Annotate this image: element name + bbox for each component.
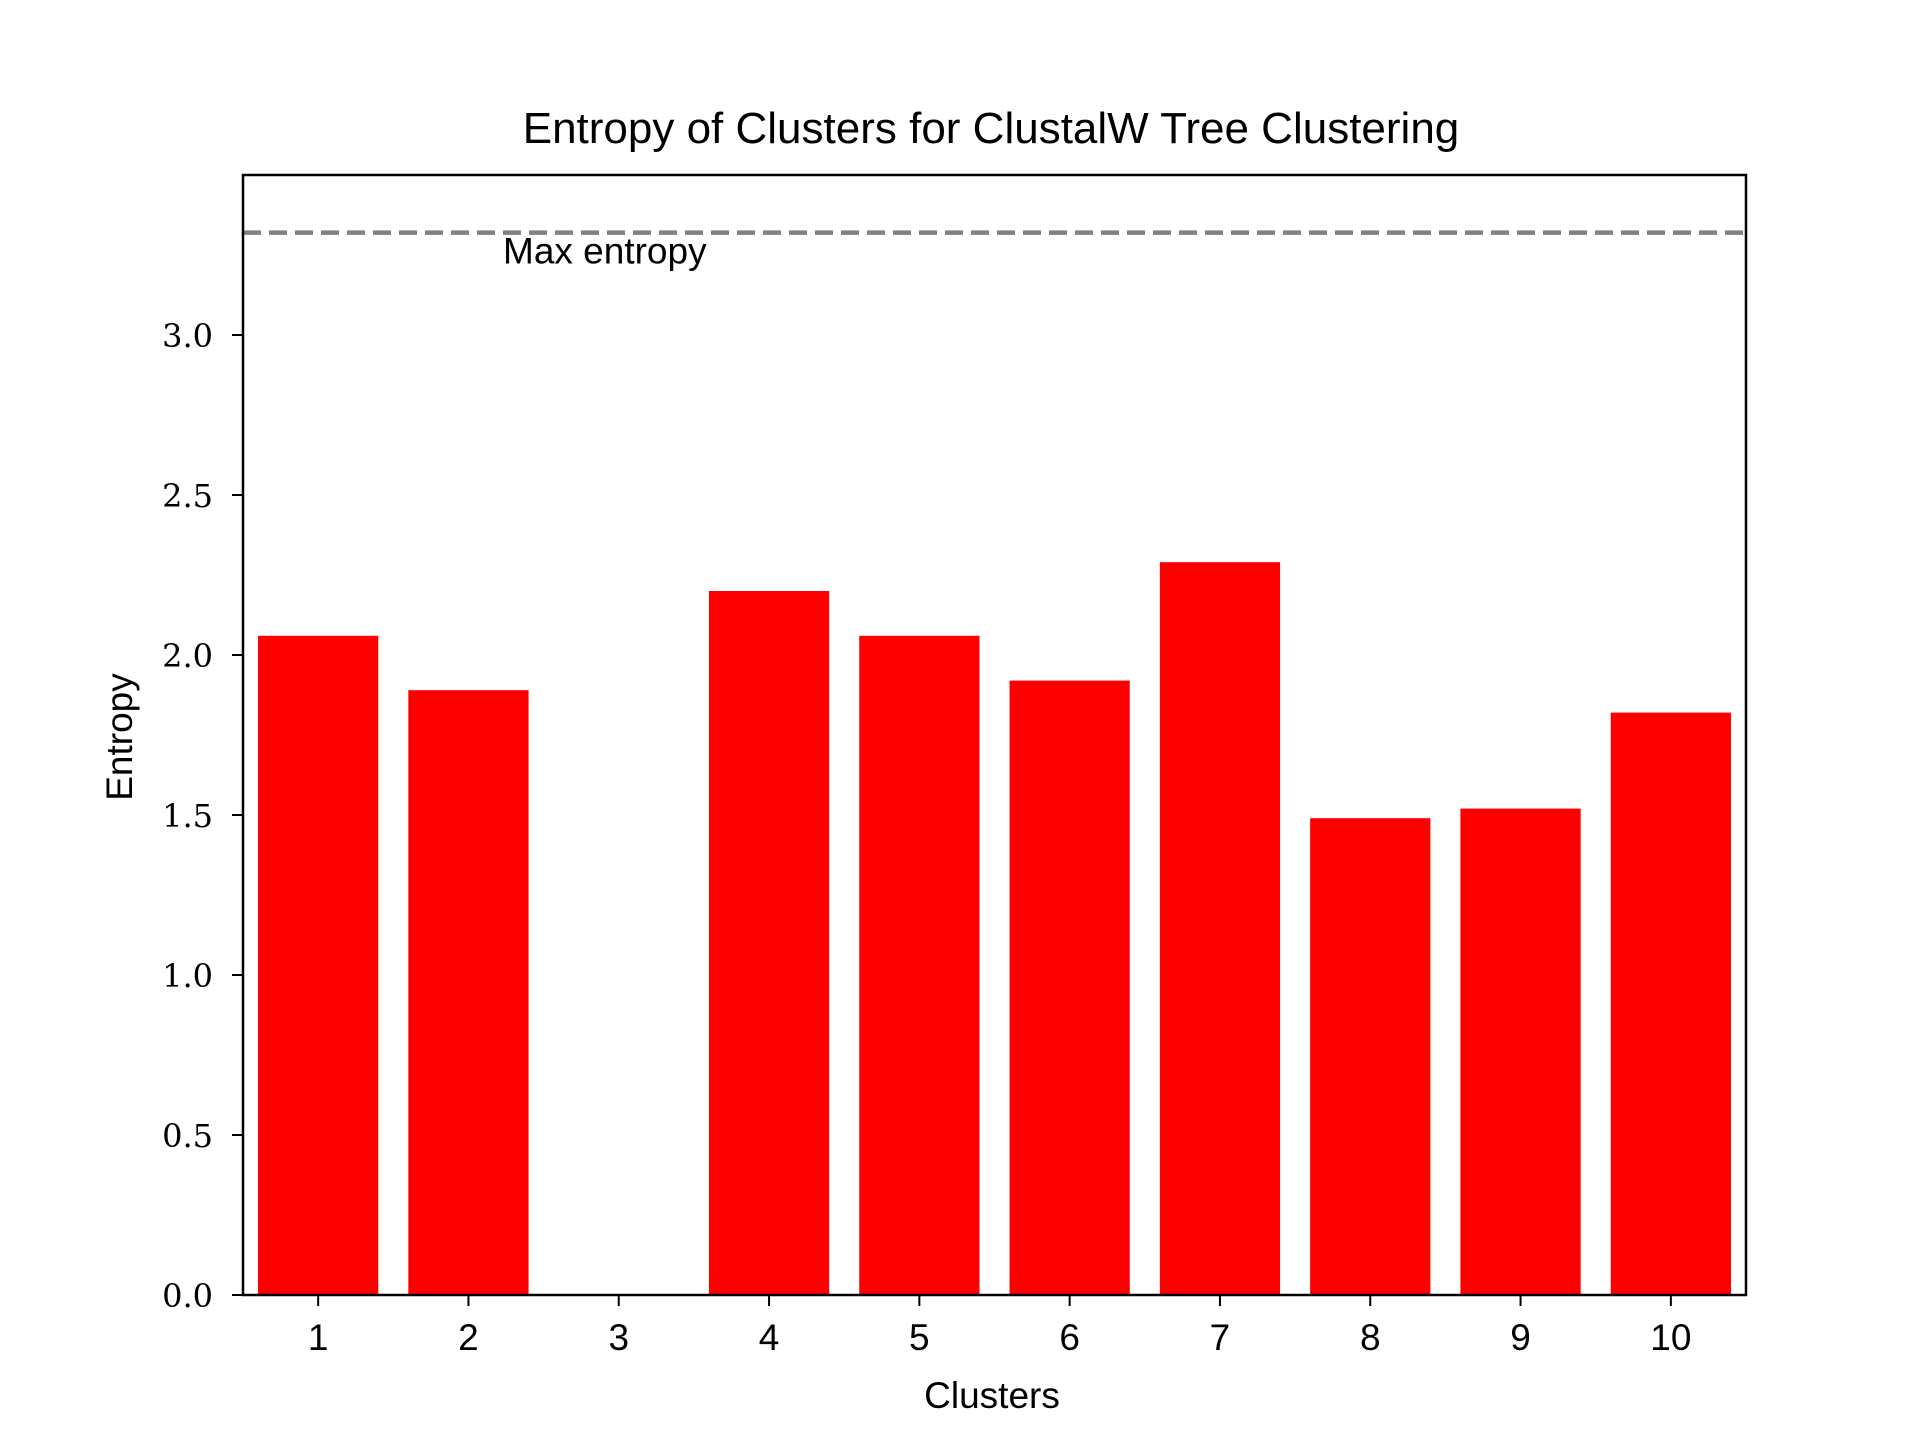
plot-frame <box>241 173 1748 1297</box>
x-tick-label: 4 <box>759 1317 780 1358</box>
x-tick-label: 9 <box>1510 1317 1531 1358</box>
y-tick-label: 0.0 <box>162 1277 213 1315</box>
max-entropy-label: Max entropy <box>503 231 707 272</box>
x-tick-label: 10 <box>1650 1317 1691 1358</box>
bar-cluster-8 <box>1310 818 1431 1295</box>
x-tick-label: 6 <box>1059 1317 1080 1358</box>
y-tick-label: 1.0 <box>162 957 213 995</box>
bar-cluster-5 <box>859 635 980 1295</box>
chart-title: Entropy of Clusters for ClustalW Tree Cl… <box>523 104 1460 153</box>
x-axis-label: Clusters <box>924 1375 1060 1416</box>
y-axis: 0.0 0.5 1.0 1.5 2.0 2.5 3.0 <box>162 317 243 1315</box>
y-tick-label: 2.5 <box>162 477 213 515</box>
x-tick-label: 5 <box>909 1317 930 1358</box>
bar-cluster-6 <box>1009 680 1130 1295</box>
bar-cluster-9 <box>1460 808 1581 1295</box>
x-tick-label: 7 <box>1210 1317 1231 1358</box>
x-tick-label: 2 <box>458 1317 479 1358</box>
bar-cluster-7 <box>1159 562 1281 1295</box>
bars-group <box>258 562 1731 1295</box>
y-tick-label: 1.5 <box>162 797 213 835</box>
bar-cluster-10 <box>1610 712 1731 1295</box>
x-tick-label: 8 <box>1360 1317 1381 1358</box>
bar-cluster-4 <box>708 591 830 1295</box>
x-tick-label: 3 <box>608 1317 629 1358</box>
y-tick-label: 2.0 <box>162 637 213 675</box>
y-axis-label: Entropy <box>99 673 140 801</box>
y-tick-label: 3.0 <box>162 317 213 355</box>
y-tick-label: 0.5 <box>162 1117 213 1155</box>
bar-cluster-2 <box>408 690 529 1295</box>
reference-line-group: Max entropy <box>243 230 1746 272</box>
bar-cluster-1 <box>258 635 379 1295</box>
x-tick-label: 1 <box>308 1317 329 1358</box>
x-axis: 1 2 3 4 5 6 7 8 9 10 <box>308 1295 1691 1358</box>
